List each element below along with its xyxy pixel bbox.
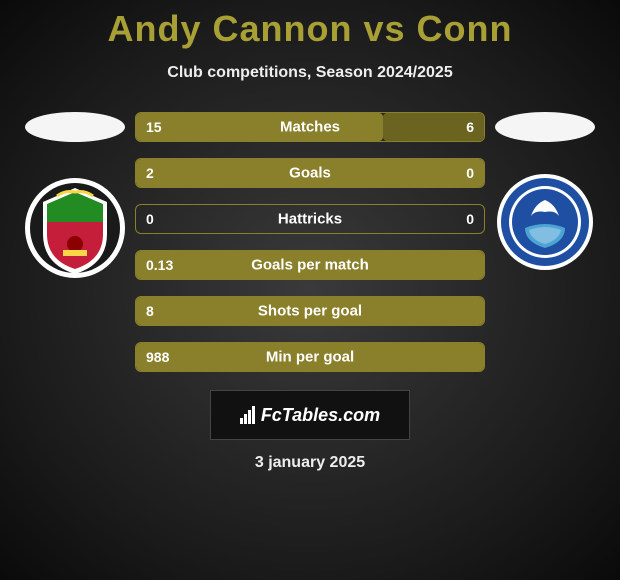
right-side bbox=[485, 112, 605, 284]
stat-row: 15 6 Matches bbox=[135, 112, 485, 142]
stat-row: 0.13 Goals per match bbox=[135, 250, 485, 280]
stat-value-left: 8 bbox=[146, 303, 154, 319]
brand-text: FcTables.com bbox=[261, 405, 380, 426]
left-player-silhouette bbox=[25, 112, 125, 142]
right-player-silhouette bbox=[495, 112, 595, 142]
stat-row: 2 0 Goals bbox=[135, 158, 485, 188]
stat-value-left: 0 bbox=[146, 211, 154, 227]
stat-label: Min per goal bbox=[266, 349, 354, 366]
stats-bars: 15 6 Matches 2 0 Goals 0 0 Hattricks 0.13 Goals pe… bbox=[135, 112, 485, 372]
stat-value-left: 0.13 bbox=[146, 257, 173, 273]
stat-label: Goals bbox=[289, 165, 331, 182]
brand-logo-icon bbox=[240, 406, 255, 424]
left-team-crest bbox=[25, 172, 125, 284]
stat-value-right: 0 bbox=[466, 165, 474, 181]
stat-label: Matches bbox=[280, 119, 340, 136]
stat-bar-left-fill bbox=[136, 113, 383, 141]
stat-row: 8 Shots per goal bbox=[135, 296, 485, 326]
stat-value-right: 0 bbox=[466, 211, 474, 227]
stat-value-left: 2 bbox=[146, 165, 154, 181]
stat-row: 0 0 Hattricks bbox=[135, 204, 485, 234]
stat-row: 988 Min per goal bbox=[135, 342, 485, 372]
stat-label: Goals per match bbox=[251, 257, 369, 274]
page-title: Andy Cannon vs Conn bbox=[0, 0, 620, 50]
stat-value-left: 988 bbox=[146, 349, 169, 365]
date-text: 3 january 2025 bbox=[0, 454, 620, 472]
stat-value-right: 6 bbox=[466, 119, 474, 135]
comparison-panel: 15 6 Matches 2 0 Goals 0 0 Hattricks 0.13 Goals pe… bbox=[0, 112, 620, 372]
brand-footer[interactable]: FcTables.com bbox=[210, 390, 410, 440]
stat-value-left: 15 bbox=[146, 119, 162, 135]
stat-label: Shots per goal bbox=[258, 303, 362, 320]
subtitle: Club competitions, Season 2024/2025 bbox=[0, 64, 620, 82]
stat-label: Hattricks bbox=[278, 211, 342, 228]
left-side bbox=[15, 112, 135, 284]
right-team-crest bbox=[495, 172, 595, 284]
